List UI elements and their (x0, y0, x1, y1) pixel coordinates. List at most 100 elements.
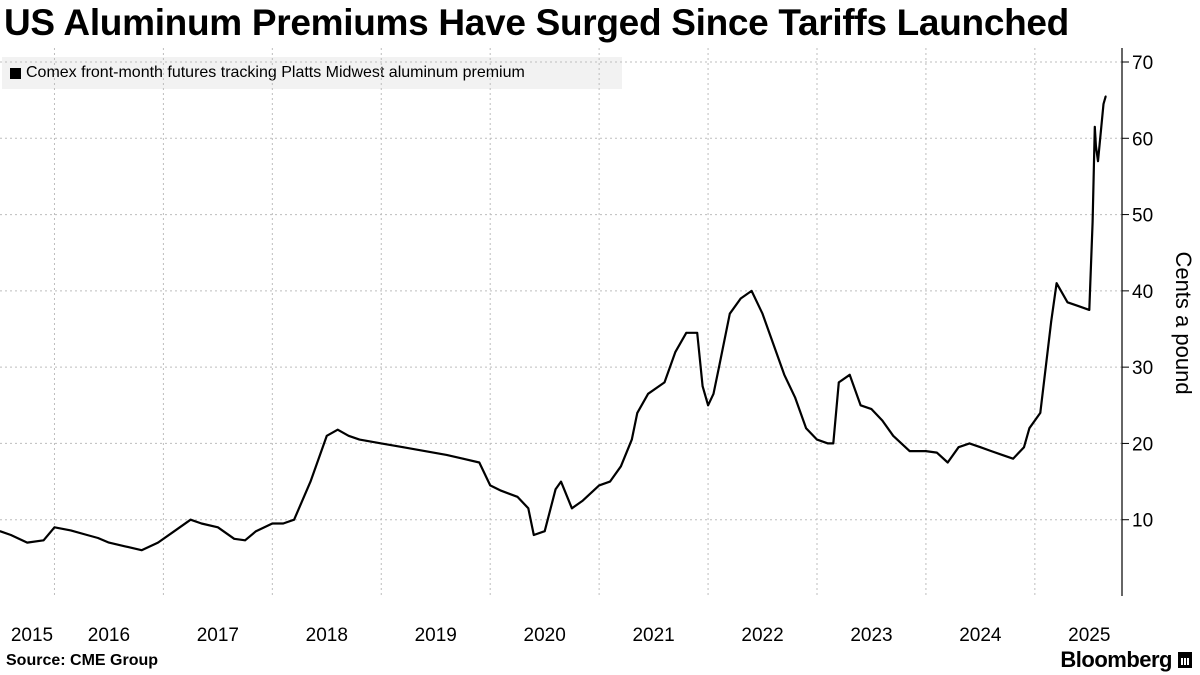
data-point (189, 518, 192, 521)
data-point (157, 541, 159, 544)
legend-swatch (10, 67, 21, 79)
data-point (1088, 309, 1091, 311)
data-point (554, 488, 557, 491)
data-point (560, 480, 562, 483)
terminal-icon (1178, 652, 1192, 668)
data-point (527, 507, 530, 510)
data-point (53, 526, 56, 529)
data-point (1012, 457, 1014, 460)
x-tick-label: 2022 (741, 625, 783, 646)
x-axis-ticks: 2015 2016 2017 2018 2019 2020 2021 2022 2023 2024… (11, 625, 1111, 646)
data-point (1066, 301, 1069, 304)
data-point (402, 446, 404, 449)
y-tick-label: 40 (1132, 282, 1153, 303)
data-point (282, 522, 285, 525)
x-tick-label: 2019 (415, 625, 457, 646)
x-tick-label: 2020 (524, 625, 566, 646)
data-point (293, 518, 295, 521)
data-point (598, 484, 600, 487)
data-point (718, 366, 720, 368)
data-point (255, 530, 257, 533)
data-point (701, 385, 704, 388)
data-point (816, 438, 818, 441)
data-point (325, 434, 328, 437)
data-point (620, 465, 622, 468)
data-point (630, 438, 633, 441)
data-point (108, 541, 110, 544)
data-point (1023, 446, 1025, 449)
data-point (674, 351, 677, 353)
data-point (925, 450, 927, 452)
data-point (750, 290, 753, 292)
data-point (783, 373, 786, 376)
data-point (728, 312, 731, 315)
data-point (1102, 103, 1105, 105)
data-point (979, 446, 982, 449)
data-point (827, 442, 829, 445)
data-point (358, 438, 361, 441)
data-point (489, 484, 492, 487)
data-point (892, 434, 895, 437)
legend-label: Comex front-month futures tracking Platt… (26, 64, 525, 81)
data-point (271, 522, 274, 525)
data-point (42, 539, 45, 542)
y-tick-label: 60 (1132, 129, 1153, 150)
data-point (543, 530, 546, 533)
data-point (1099, 137, 1102, 140)
series-layer (0, 95, 1107, 552)
data-point (685, 331, 688, 334)
data-point (516, 495, 519, 498)
data-point (200, 522, 203, 525)
series-line (0, 95, 1107, 552)
data-point (233, 537, 236, 540)
x-tick-label: 2025 (1068, 625, 1110, 646)
x-tick-label: 2021 (632, 625, 674, 646)
data-point (1055, 282, 1058, 285)
data-point (347, 434, 350, 437)
bloomberg-logo: Bloomberg (1060, 647, 1192, 673)
data-point (97, 537, 99, 539)
data-point (935, 451, 938, 454)
data-point (636, 412, 639, 414)
y-tick-label: 20 (1132, 434, 1153, 455)
data-point (571, 507, 573, 510)
data-point (1091, 221, 1094, 224)
data-point (1077, 305, 1080, 307)
data-point (309, 480, 312, 483)
data-point (794, 396, 797, 399)
data-point (957, 446, 960, 449)
data-point (968, 442, 971, 445)
x-tick-label: 2024 (959, 625, 1002, 646)
data-point (244, 539, 247, 542)
y-tick-label: 70 (1132, 53, 1153, 74)
data-point (336, 428, 339, 431)
data-point (739, 297, 742, 300)
x-tick-label: 2023 (850, 625, 892, 646)
data-point (532, 534, 535, 536)
chart-title: US Aluminum Premiums Have Surged Since T… (4, 2, 1069, 43)
data-point (1093, 125, 1096, 128)
data-point (140, 549, 143, 552)
source-note: Source: CME Group (6, 652, 159, 669)
x-tick-label: 2015 (11, 625, 53, 646)
data-point (462, 457, 464, 460)
data-point (946, 461, 949, 464)
data-point (848, 373, 851, 376)
data-point (1001, 454, 1004, 456)
data-point (69, 529, 72, 532)
x-tick-label: 2017 (197, 625, 239, 646)
data-point (837, 381, 840, 384)
data-point (445, 454, 448, 456)
data-point (26, 541, 29, 544)
data-point (870, 408, 873, 410)
data-point (859, 404, 862, 407)
data-point (663, 381, 666, 384)
data-point (86, 534, 88, 536)
data-point (1095, 145, 1097, 147)
data-point (1028, 427, 1031, 430)
data-point (908, 450, 911, 452)
data-point (581, 499, 584, 502)
data-point (761, 312, 764, 315)
y-axis-ticks: 10 20 30 40 50 60 70 (1122, 53, 1153, 532)
